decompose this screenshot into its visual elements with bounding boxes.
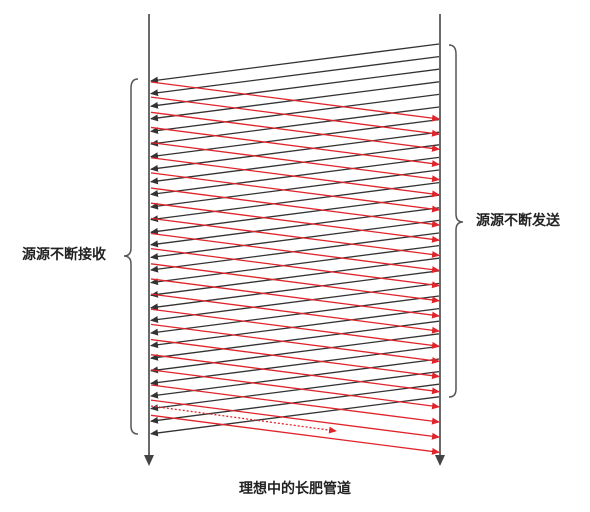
ack-arrow xyxy=(150,144,440,185)
ack-arrow xyxy=(150,93,440,134)
data-arrow xyxy=(150,414,440,455)
data-arrow xyxy=(150,384,440,425)
diagram-caption: 理想中的长肥管道 xyxy=(239,481,351,497)
data-arrow xyxy=(150,202,440,243)
data-arrow xyxy=(150,323,440,364)
data-arrow xyxy=(150,278,440,319)
ack-arrow xyxy=(150,345,440,386)
data-arrow xyxy=(150,248,440,289)
data-arrow xyxy=(150,81,440,122)
data-arrow xyxy=(150,157,440,198)
right-brace xyxy=(448,44,464,398)
receiver-timeline-arrowhead-icon xyxy=(144,455,154,466)
data-arrow xyxy=(150,263,440,304)
data-arrow xyxy=(150,354,440,395)
receive-continuously-label: 源源不断接收 xyxy=(22,247,106,263)
data-arrow xyxy=(150,232,440,274)
ack-arrow xyxy=(150,43,440,84)
ack-arrow xyxy=(150,358,440,399)
data-arrow xyxy=(150,172,440,213)
ack-arrow xyxy=(150,396,440,437)
ack-arrow xyxy=(150,194,440,235)
data-arrow xyxy=(150,369,440,410)
ack-arrow xyxy=(150,270,440,311)
in-flight-data-arrow xyxy=(150,405,337,434)
ack-arrow xyxy=(150,169,440,210)
data-arrow xyxy=(150,308,440,349)
ack-arrow xyxy=(150,55,440,97)
ack-arrow xyxy=(150,219,440,260)
ack-arrow xyxy=(150,370,440,412)
ack-arrow xyxy=(150,295,440,336)
sender-timeline-arrowhead-icon xyxy=(435,455,445,466)
send-continuously-label: 源源不断发送 xyxy=(476,213,560,229)
data-arrow xyxy=(150,217,440,258)
left-brace xyxy=(123,78,139,435)
ack-arrow xyxy=(150,131,440,172)
ack-arrow xyxy=(150,282,440,323)
ack-arrow xyxy=(150,118,440,160)
data-arrow xyxy=(150,141,440,183)
ack-arrow xyxy=(150,383,440,424)
data-arrow xyxy=(150,126,440,168)
ack-arrow xyxy=(150,68,440,109)
data-arrow xyxy=(150,187,440,228)
ack-arrow xyxy=(150,207,440,248)
data-arrow xyxy=(150,293,440,334)
data-arrow xyxy=(150,399,440,440)
data-arrow xyxy=(150,338,440,380)
data-arrow xyxy=(150,111,440,152)
ack-arrow xyxy=(150,320,440,361)
data-arrow xyxy=(150,96,440,137)
ack-arrow xyxy=(150,244,440,286)
